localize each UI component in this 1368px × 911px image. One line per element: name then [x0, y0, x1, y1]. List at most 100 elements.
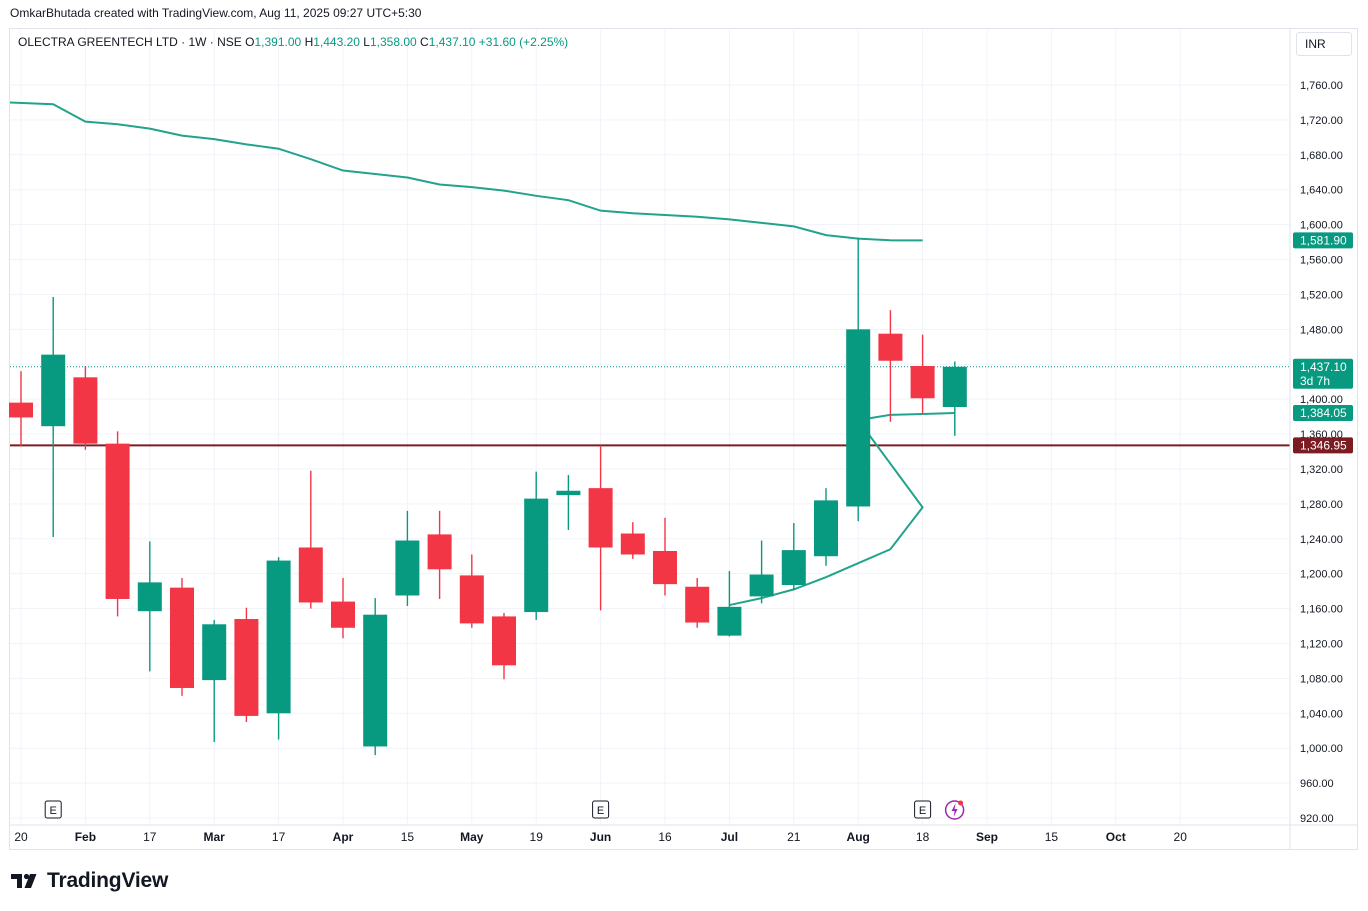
price-tick-label: 1,400.00 — [1300, 394, 1343, 406]
tradingview-logo-icon — [11, 873, 37, 888]
candle-body — [331, 601, 355, 628]
candle — [749, 540, 774, 604]
time-tick-label: 17 — [143, 830, 157, 844]
open-value: 1,391.00 — [254, 35, 302, 49]
symbol-name: OLECTRA GREENTECH LTD · 1W · NSE — [18, 35, 242, 49]
grid — [10, 30, 1290, 825]
price-label: 1,346.95 — [1293, 437, 1353, 454]
time-tick-label: 17 — [272, 830, 286, 844]
price-tick-label: 1,080.00 — [1300, 673, 1343, 685]
time-tick-label: 20 — [14, 830, 28, 844]
candle — [73, 365, 98, 450]
candle-body — [878, 333, 903, 361]
price-label-text: 1,384.05 — [1300, 406, 1347, 420]
currency-selector[interactable]: INR — [1296, 32, 1352, 56]
candle — [41, 297, 66, 538]
candle — [395, 510, 420, 606]
candle — [202, 619, 227, 743]
price-label: 1,384.05 — [1293, 405, 1353, 422]
candle — [9, 371, 33, 447]
tradingview-logo: TradingView — [11, 866, 168, 896]
candle-body — [459, 575, 484, 624]
candle — [846, 237, 871, 522]
time-tick-label: Jun — [590, 830, 611, 844]
price-tick-label: 1,680.00 — [1300, 150, 1343, 162]
earnings-marker-label: E — [597, 805, 604, 817]
time-tick-label: 20 — [1174, 830, 1188, 844]
earnings-marker-box — [592, 800, 610, 819]
candle — [556, 475, 581, 531]
price-chart[interactable]: 1,760.00 1,720.00 1,680.00 1,640.00 1,600.00… — [0, 0, 1368, 860]
price-tick-label: 1,480.00 — [1300, 324, 1343, 336]
candle — [717, 571, 742, 637]
candle-body — [846, 329, 871, 507]
price-tick-label: 920.00 — [1300, 813, 1334, 825]
price-label-box — [1293, 358, 1353, 389]
time-tick-label: Oct — [1106, 830, 1126, 844]
high-value: 1,443.20 — [313, 35, 360, 49]
candle-body — [363, 614, 388, 747]
time-tick-label: Feb — [75, 830, 96, 844]
price-tick-label: 1,640.00 — [1300, 185, 1343, 197]
price-tick-label: 1,160.00 — [1300, 604, 1343, 616]
candle — [620, 522, 645, 559]
earnings-marker: E — [592, 800, 610, 819]
price-label-text: 1,346.95 — [1300, 438, 1347, 452]
time-tick-label: 15 — [1045, 830, 1059, 844]
price-label-box — [1293, 405, 1353, 422]
candle — [588, 445, 613, 611]
price-label-text: 1,581.90 — [1300, 233, 1347, 247]
time-tick-label: 15 — [401, 830, 415, 844]
chart-frame — [9, 28, 1358, 850]
time-tick-label: 18 — [916, 830, 930, 844]
candle-body — [524, 498, 549, 613]
earnings-marker: E — [914, 800, 932, 819]
price-tick-label: 1,760.00 — [1300, 80, 1343, 92]
candle-body — [395, 540, 420, 596]
candle — [781, 523, 806, 591]
price-tick-label: 1,600.00 — [1300, 220, 1343, 232]
price-label-countdown: 3d 7h — [1300, 374, 1330, 388]
ma-line-lower — [729, 412, 955, 607]
price-tick-label: 1,280.00 — [1300, 499, 1343, 511]
close-label: C — [420, 35, 429, 49]
price-tick-label: 1,520.00 — [1300, 289, 1343, 301]
time-tick-label: Jul — [721, 830, 738, 844]
candle — [363, 598, 388, 756]
price-label-box — [1293, 437, 1353, 454]
price-tick-label: 960.00 — [1300, 778, 1334, 790]
candle — [105, 431, 130, 617]
price-label-text: 1,437.10 — [1300, 360, 1347, 374]
time-tick-label: Aug — [847, 830, 870, 844]
candle-body — [620, 533, 645, 555]
candle-body — [588, 488, 613, 548]
candle-body — [298, 547, 323, 603]
candle-body — [41, 354, 66, 427]
candle-body — [202, 624, 227, 681]
price-tick-label: 1,200.00 — [1300, 569, 1343, 581]
change-value: +31.60 (+2.25%) — [478, 35, 569, 49]
support-line — [10, 366, 1290, 447]
candle — [653, 517, 677, 596]
candle — [298, 470, 323, 609]
candles — [9, 237, 967, 756]
price-tick-label: 1,560.00 — [1300, 255, 1343, 267]
candle-body — [234, 619, 259, 716]
candle — [878, 310, 903, 422]
low-value: 1,358.00 — [369, 35, 417, 49]
lightning-icon-dot — [958, 800, 964, 806]
candle-body — [105, 443, 130, 599]
time-tick-label: May — [460, 830, 484, 844]
close-value: 1,437.10 — [428, 35, 476, 49]
candle-body — [556, 490, 581, 496]
moving-average — [9, 101, 955, 607]
candle-body — [170, 587, 194, 688]
time-tick-label: Sep — [976, 830, 998, 844]
time-tick-label: 21 — [787, 830, 801, 844]
price-tick-label: 1,320.00 — [1300, 464, 1343, 476]
candle — [685, 578, 710, 628]
high-label: H — [304, 35, 314, 49]
lightning-icon — [944, 800, 965, 820]
time-tick-label: Apr — [333, 830, 354, 844]
